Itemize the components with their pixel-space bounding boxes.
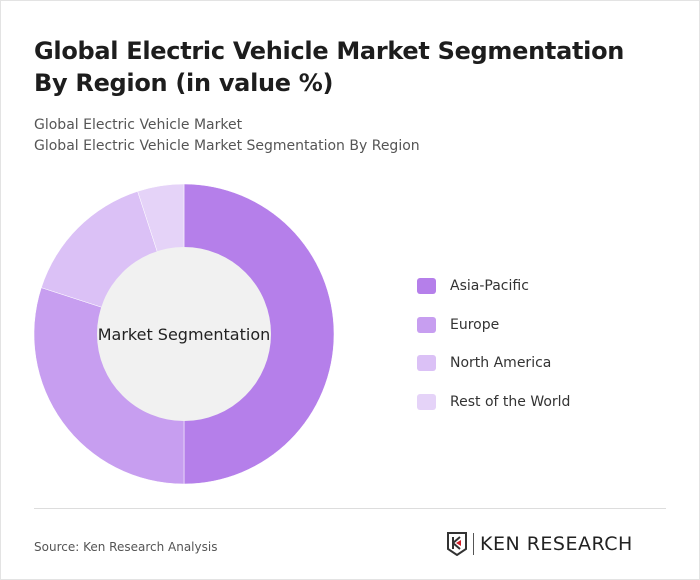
donut-chart: Market Segmentation	[33, 183, 335, 485]
subtitle-segmentation: Global Electric Vehicle Market Segmentat…	[34, 138, 420, 154]
legend: Asia-Pacific Europe North America Rest of t…	[417, 267, 570, 421]
subtitle-market: Global Electric Vehicle Market	[34, 117, 243, 133]
legend-item[interactable]: Asia-Pacific	[417, 267, 570, 306]
legend-label: Asia-Pacific	[450, 278, 529, 295]
legend-swatch	[417, 355, 436, 372]
legend-item[interactable]: Rest of the World	[417, 383, 570, 422]
legend-swatch	[417, 278, 436, 295]
legend-item[interactable]: North America	[417, 344, 570, 383]
ken-research-logo: KEN RESEARCH	[447, 532, 633, 556]
divider	[34, 508, 666, 509]
chart-title: Global Electric Vehicle Market Segmentat…	[34, 37, 625, 97]
source-note: Source: Ken Research Analysis	[34, 540, 218, 554]
legend-swatch	[417, 316, 436, 333]
center-label: Market Segmentation	[98, 325, 271, 344]
legend-label: Europe	[450, 316, 500, 333]
ken-research-logo-icon	[447, 532, 467, 556]
legend-label: Rest of the World	[450, 393, 571, 410]
donut-center	[97, 247, 271, 421]
legend-item[interactable]: Europe	[417, 306, 570, 345]
legend-swatch	[417, 393, 436, 410]
legend-label: North America	[450, 355, 552, 372]
logo-text: KEN RESEARCH	[473, 533, 633, 555]
